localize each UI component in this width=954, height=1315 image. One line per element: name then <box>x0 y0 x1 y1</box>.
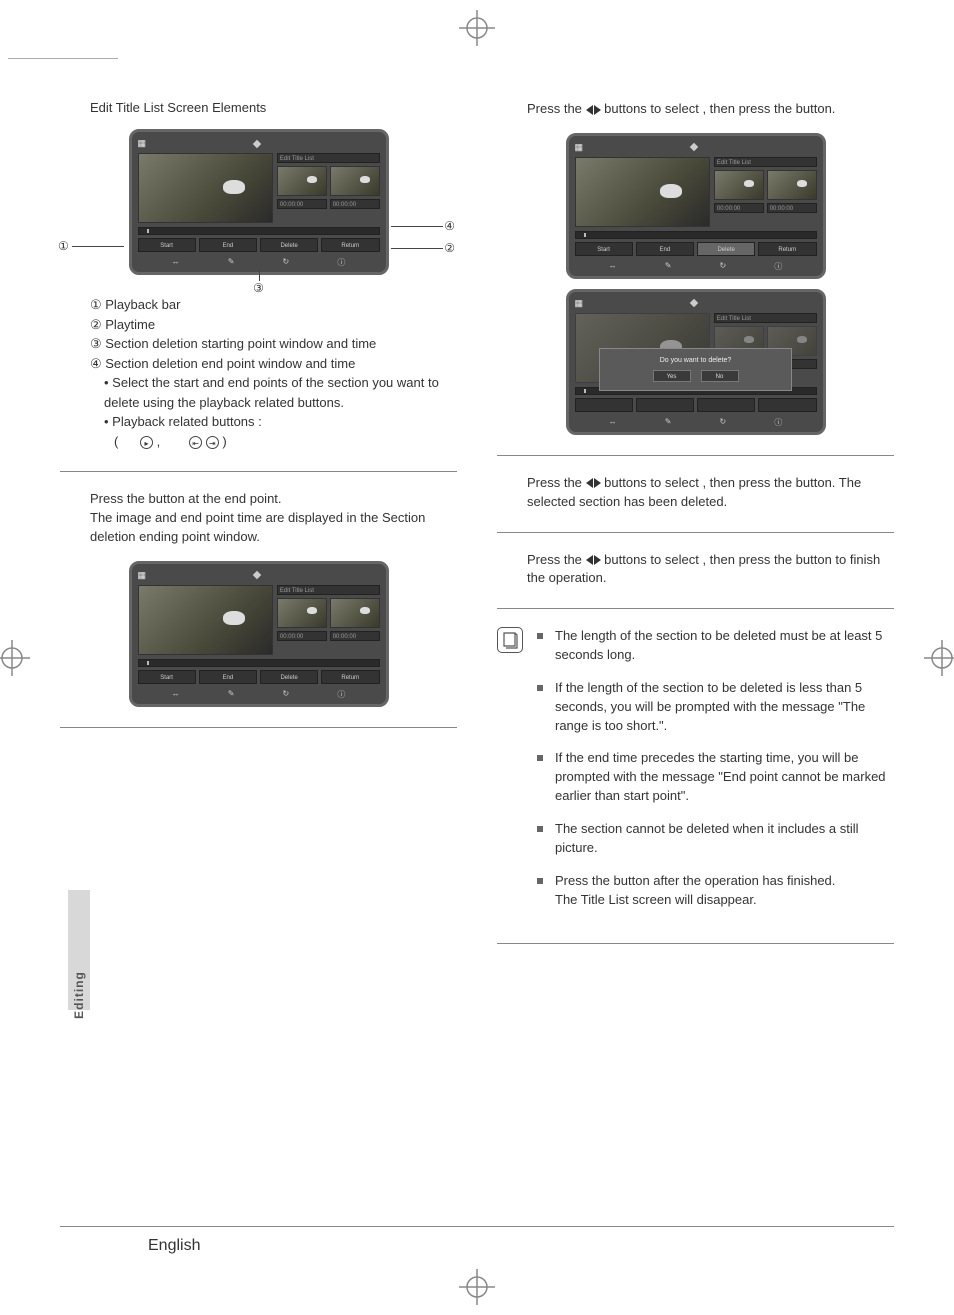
step-8: Press the buttons to select , then press… <box>527 474 894 512</box>
sshot-hdr-left: ▦ <box>138 138 147 149</box>
note-box: The length of the section to be deleted … <box>497 627 894 923</box>
right-column: Press the buttons to select , then press… <box>497 100 894 962</box>
step-7: Press the buttons to select , then press… <box>527 100 894 119</box>
corner-line <box>8 58 118 59</box>
confirm-dialog: Do you want to delete? Yes No <box>599 348 792 391</box>
progress-bar <box>138 227 380 235</box>
right-arrow-icon <box>594 555 601 565</box>
left-column: Edit Title List Screen Elements ① ④ ② ③ … <box>60 100 457 962</box>
note-icon <box>497 627 523 653</box>
mini-end <box>330 166 380 196</box>
note-3: If the end time precedes the starting ti… <box>537 749 890 806</box>
section-title: Edit Title List Screen Elements <box>90 100 457 115</box>
footer-language: English <box>148 1237 200 1254</box>
left-arrow-icon <box>586 555 593 565</box>
footer: 90 - English <box>0 1226 954 1255</box>
screenshot-3: ▦ Edit Title List <box>566 133 826 279</box>
btn-return: Return <box>321 238 379 252</box>
confirm-no: No <box>701 370 739 382</box>
step-9: Press the buttons to select , then press… <box>527 551 894 589</box>
divider <box>60 471 457 472</box>
callout-1: ① <box>58 239 69 253</box>
note-2: If the length of the section to be delet… <box>537 679 890 736</box>
play-icon: ▸ <box>140 436 153 449</box>
btn-delete: Delete <box>260 238 318 252</box>
left-arrow-icon <box>586 478 593 488</box>
crop-mark-bottom <box>457 1267 497 1307</box>
crop-mark-top <box>457 8 497 48</box>
screenshot-1: ▦ Edit Title List <box>129 129 389 275</box>
screenshot-4: ▦ Edit Title List <box>566 289 826 435</box>
skip-back-icon: ⇤ <box>189 436 202 449</box>
btn-start: Start <box>138 238 196 252</box>
mini-start <box>277 166 327 196</box>
confirm-yes: Yes <box>653 370 691 382</box>
preview-large <box>138 153 273 223</box>
note-5: Press the button after the operation has… <box>537 872 890 910</box>
left-arrow-icon <box>586 105 593 115</box>
callout-4: ④ <box>444 219 455 233</box>
screenshot-2: ▦ Edit Title List <box>129 561 389 707</box>
step-6: Press the button at the end point. The i… <box>90 490 457 547</box>
note-4: The section cannot be deleted when it in… <box>537 820 890 858</box>
right-arrow-icon <box>594 105 601 115</box>
callout-3: ③ <box>253 281 264 295</box>
legend: ① Playback bar ② Playtime ③ Section dele… <box>90 295 457 451</box>
right-arrow-icon <box>594 478 601 488</box>
callout-2: ② <box>444 241 455 255</box>
note-1: The length of the section to be deleted … <box>537 627 890 665</box>
btn-end: End <box>199 238 257 252</box>
skip-fwd-icon: ⇥ <box>206 436 219 449</box>
